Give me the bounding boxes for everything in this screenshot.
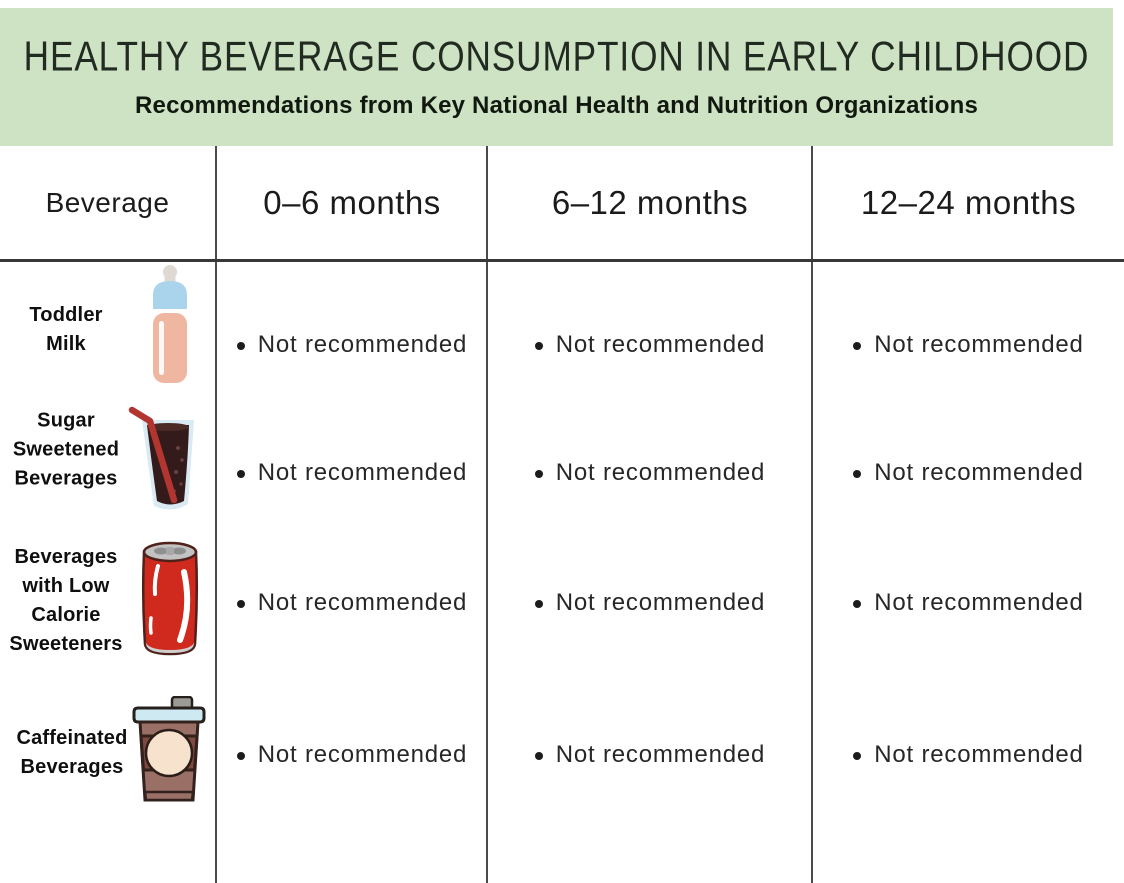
cell-text: Not recommended: [555, 741, 766, 768]
bullet-icon: [853, 600, 862, 608]
cell-text: Not recommended: [257, 459, 468, 486]
column-divider-1: [215, 146, 217, 883]
table-cell: Not recommended: [488, 331, 812, 359]
page-title: HEALTHY BEVERAGE CONSUMPTION IN EARLY CH…: [23, 33, 1090, 80]
table-cell: Not recommended: [813, 459, 1124, 487]
table-cell: Not recommended: [488, 741, 812, 769]
table-cell: Not recommended: [813, 741, 1124, 769]
cell-text: Not recommended: [555, 459, 766, 486]
column-header-6-12-months: 6–12 months: [551, 183, 749, 221]
header-band: HEALTHY BEVERAGE CONSUMPTION IN EARLY CH…: [0, 8, 1113, 146]
table-cell: Not recommended: [813, 331, 1124, 359]
soda-glass-icon: [128, 406, 194, 510]
cell-text: Not recommended: [257, 741, 468, 768]
row-label-caffeinated: Caffeinated Beverages: [16, 727, 128, 778]
soda-can-icon: [141, 541, 199, 656]
table-cell: Not recommended: [217, 331, 487, 359]
cell-text: Not recommended: [874, 741, 1084, 768]
table-cell: Not recommended: [217, 589, 487, 617]
table-cell: Not recommended: [217, 459, 487, 487]
bullet-icon: [853, 470, 862, 478]
header-row-divider: [0, 259, 1124, 262]
bullet-icon: [534, 752, 543, 760]
bullet-icon: [853, 752, 862, 760]
cell-text: Not recommended: [257, 331, 468, 358]
column-divider-2: [486, 146, 488, 883]
cell-text: Not recommended: [257, 589, 468, 616]
column-divider-3: [811, 146, 813, 883]
bullet-icon: [534, 470, 543, 478]
cell-text: Not recommended: [874, 331, 1084, 358]
column-header-0-6-months: 0–6 months: [263, 183, 441, 221]
cell-text: Not recommended: [555, 589, 766, 616]
column-header-beverage: Beverage: [45, 186, 170, 218]
row-label-sugar-sweetened: Sugar Sweetened Beverages: [12, 409, 120, 490]
row-label-toddler-milk: Toddler Milk: [29, 304, 103, 355]
cell-text: Not recommended: [555, 331, 766, 358]
column-header-12-24-months: 12–24 months: [860, 183, 1077, 221]
bullet-icon: [236, 752, 245, 760]
bullet-icon: [236, 470, 245, 478]
baby-bottle-icon: [153, 265, 187, 383]
cell-text: Not recommended: [874, 589, 1084, 616]
table-cell: Not recommended: [813, 589, 1124, 617]
page-subtitle: Recommendations from Key National Health…: [134, 91, 979, 119]
table-cell: Not recommended: [488, 589, 812, 617]
bullet-icon: [534, 342, 543, 350]
bullet-icon: [853, 342, 862, 350]
bullet-icon: [236, 342, 245, 350]
cell-text: Not recommended: [874, 459, 1084, 486]
coffee-cup-icon: [132, 696, 206, 802]
table-cell: Not recommended: [488, 459, 812, 487]
row-label-low-calorie-sweeteners: Beverages with Low Calorie Sweeteners: [9, 546, 123, 655]
bullet-icon: [534, 600, 543, 608]
table-cell: Not recommended: [217, 741, 487, 769]
bullet-icon: [236, 600, 245, 608]
